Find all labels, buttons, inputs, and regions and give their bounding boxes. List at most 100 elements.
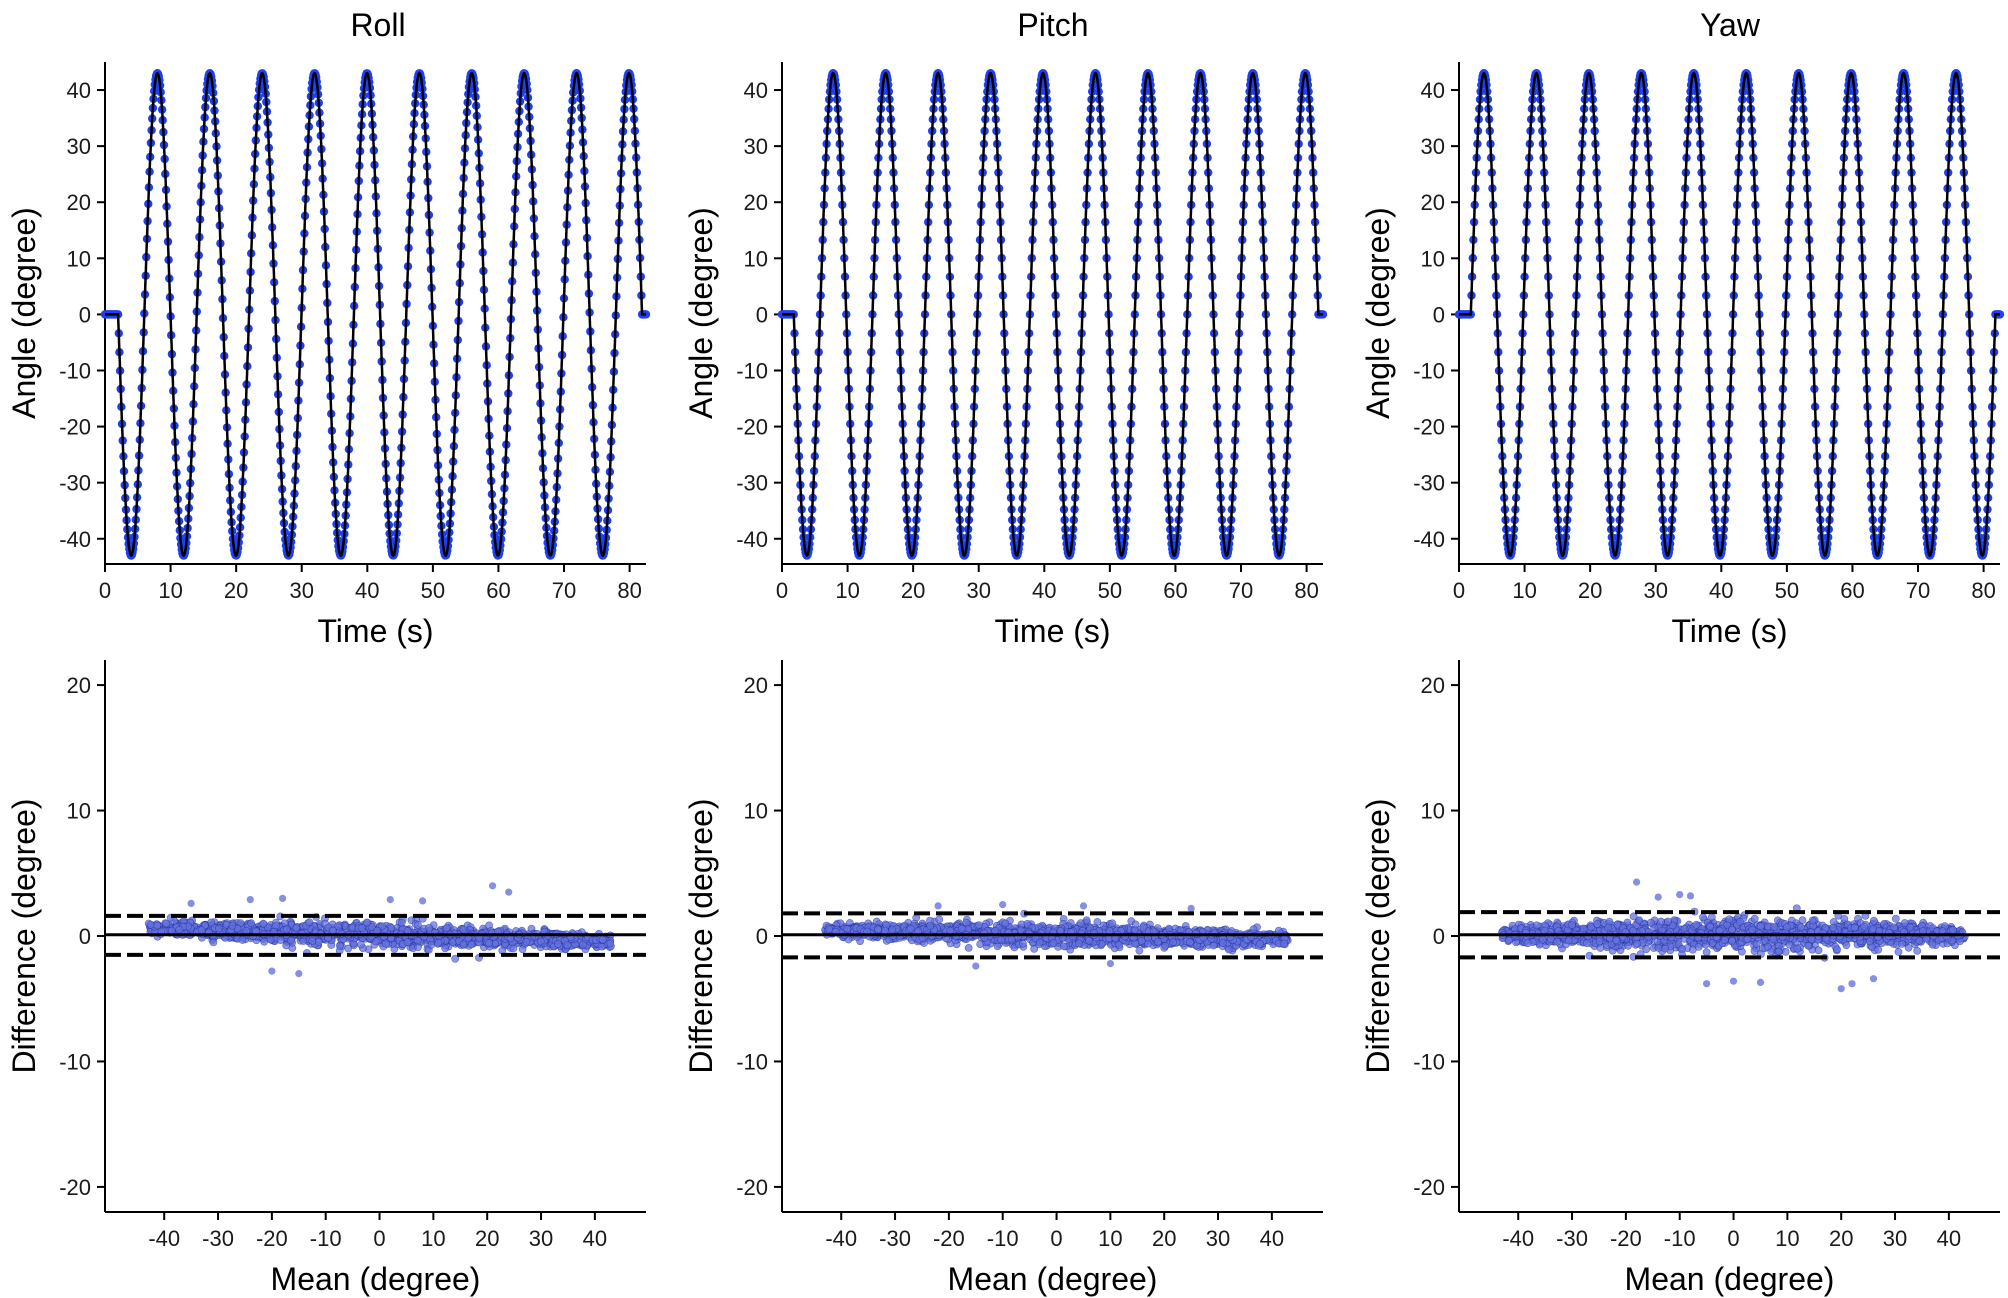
difference-point bbox=[606, 939, 615, 948]
difference-point bbox=[485, 939, 493, 948]
y-tick-label: 0 bbox=[756, 924, 768, 949]
y-axis-title: Difference (degree) bbox=[683, 798, 719, 1073]
x-tick-label: 80 bbox=[1971, 578, 1995, 603]
difference-point bbox=[282, 925, 291, 934]
difference-point bbox=[292, 924, 301, 932]
measured-points bbox=[100, 69, 651, 560]
difference-point bbox=[357, 940, 365, 949]
y-tick-label: -10 bbox=[59, 1049, 91, 1074]
difference-point bbox=[935, 915, 944, 924]
x-tick-label: -40 bbox=[148, 1226, 180, 1251]
difference-point bbox=[448, 938, 457, 947]
y-tick-label: -20 bbox=[736, 415, 768, 440]
difference-point bbox=[554, 940, 562, 948]
y-tick-label: 10 bbox=[744, 246, 768, 271]
difference-point bbox=[522, 937, 531, 946]
difference-point bbox=[363, 918, 371, 927]
difference-point bbox=[197, 926, 206, 935]
x-tick-label: 40 bbox=[1032, 578, 1056, 603]
x-tick-label: 30 bbox=[1206, 1226, 1230, 1251]
difference-point bbox=[1135, 946, 1144, 955]
x-tick-label: 10 bbox=[835, 578, 859, 603]
x-tick-label: 50 bbox=[1098, 578, 1122, 603]
difference-point bbox=[413, 936, 422, 945]
y-tick-label: 10 bbox=[744, 799, 768, 824]
difference-point bbox=[414, 943, 422, 952]
difference-point bbox=[175, 925, 184, 934]
x-axis-title: Mean (degree) bbox=[948, 1261, 1158, 1297]
difference-point bbox=[214, 924, 223, 933]
outlier-point bbox=[489, 882, 497, 890]
difference-point bbox=[597, 942, 606, 951]
x-tick-label: 40 bbox=[1260, 1226, 1284, 1251]
y-tick-label: -20 bbox=[59, 415, 91, 440]
x-tick-label: -20 bbox=[933, 1226, 965, 1251]
y-tick-label: -20 bbox=[59, 1175, 91, 1200]
measured-points bbox=[777, 69, 1328, 560]
x-tick-label: 20 bbox=[1578, 578, 1602, 603]
x-tick-label: 40 bbox=[355, 578, 379, 603]
x-tick-label: 30 bbox=[529, 1226, 553, 1251]
difference-point bbox=[397, 918, 406, 927]
difference-point bbox=[563, 941, 572, 950]
y-tick-label: 10 bbox=[67, 799, 91, 824]
difference-point bbox=[425, 923, 433, 932]
x-tick-label: 70 bbox=[1229, 578, 1253, 603]
x-tick-label: 40 bbox=[1709, 578, 1733, 603]
x-tick-label: -20 bbox=[256, 1226, 288, 1251]
y-tick-label: -20 bbox=[736, 1175, 768, 1200]
y-tick-label: -10 bbox=[59, 358, 91, 383]
x-tick-label: 60 bbox=[486, 578, 510, 603]
x-tick-label: 0 bbox=[1453, 578, 1465, 603]
x-tick-label: 50 bbox=[421, 578, 445, 603]
x-tick-label: 20 bbox=[224, 578, 248, 603]
reference-line bbox=[105, 71, 646, 558]
y-tick-label: -10 bbox=[1413, 358, 1445, 383]
x-tick-label: -10 bbox=[310, 1226, 342, 1251]
y-tick-label: -20 bbox=[1413, 415, 1445, 440]
difference-point bbox=[276, 936, 285, 944]
y-tick-label: 0 bbox=[756, 302, 768, 327]
x-tick-label: 80 bbox=[1294, 578, 1318, 603]
y-tick-label: -40 bbox=[1413, 527, 1445, 552]
difference-point bbox=[434, 938, 443, 947]
y-tick-label: 0 bbox=[79, 302, 91, 327]
y-axis-title: Angle (degree) bbox=[6, 207, 42, 419]
difference-point bbox=[358, 924, 366, 932]
x-tick-label: 60 bbox=[1163, 578, 1187, 603]
difference-point bbox=[467, 940, 476, 949]
x-tick-label: 20 bbox=[901, 578, 925, 603]
difference-point bbox=[459, 940, 468, 949]
y-tick-label: 40 bbox=[67, 78, 91, 103]
y-tick-label: -10 bbox=[736, 1049, 768, 1074]
difference-point bbox=[308, 937, 317, 945]
x-tick-label: -30 bbox=[202, 1226, 234, 1251]
difference-point bbox=[536, 937, 545, 946]
chart-title: Roll bbox=[350, 7, 405, 43]
difference-point bbox=[427, 940, 436, 949]
y-tick-label: 30 bbox=[744, 134, 768, 159]
y-tick-label: 20 bbox=[67, 673, 91, 698]
outlier-point bbox=[246, 896, 254, 904]
x-tick-label: 30 bbox=[966, 578, 990, 603]
x-tick-label: 10 bbox=[421, 1226, 445, 1251]
outlier-point bbox=[187, 899, 195, 908]
y-axis-title: Difference (degree) bbox=[6, 798, 42, 1073]
difference-point bbox=[287, 936, 295, 945]
y-tick-label: 0 bbox=[1433, 302, 1445, 327]
difference-point bbox=[381, 939, 390, 948]
x-tick-label: -40 bbox=[825, 1226, 857, 1251]
difference-point bbox=[336, 942, 344, 950]
x-tick-label: 70 bbox=[552, 578, 576, 603]
x-tick-label: 30 bbox=[289, 578, 313, 603]
y-tick-label: -40 bbox=[59, 527, 91, 552]
difference-point bbox=[442, 924, 451, 932]
difference-point bbox=[228, 921, 237, 930]
y-tick-label: 30 bbox=[1421, 134, 1445, 159]
outlier-point bbox=[386, 896, 394, 904]
difference-point bbox=[209, 938, 218, 947]
x-tick-label: 10 bbox=[158, 578, 182, 603]
